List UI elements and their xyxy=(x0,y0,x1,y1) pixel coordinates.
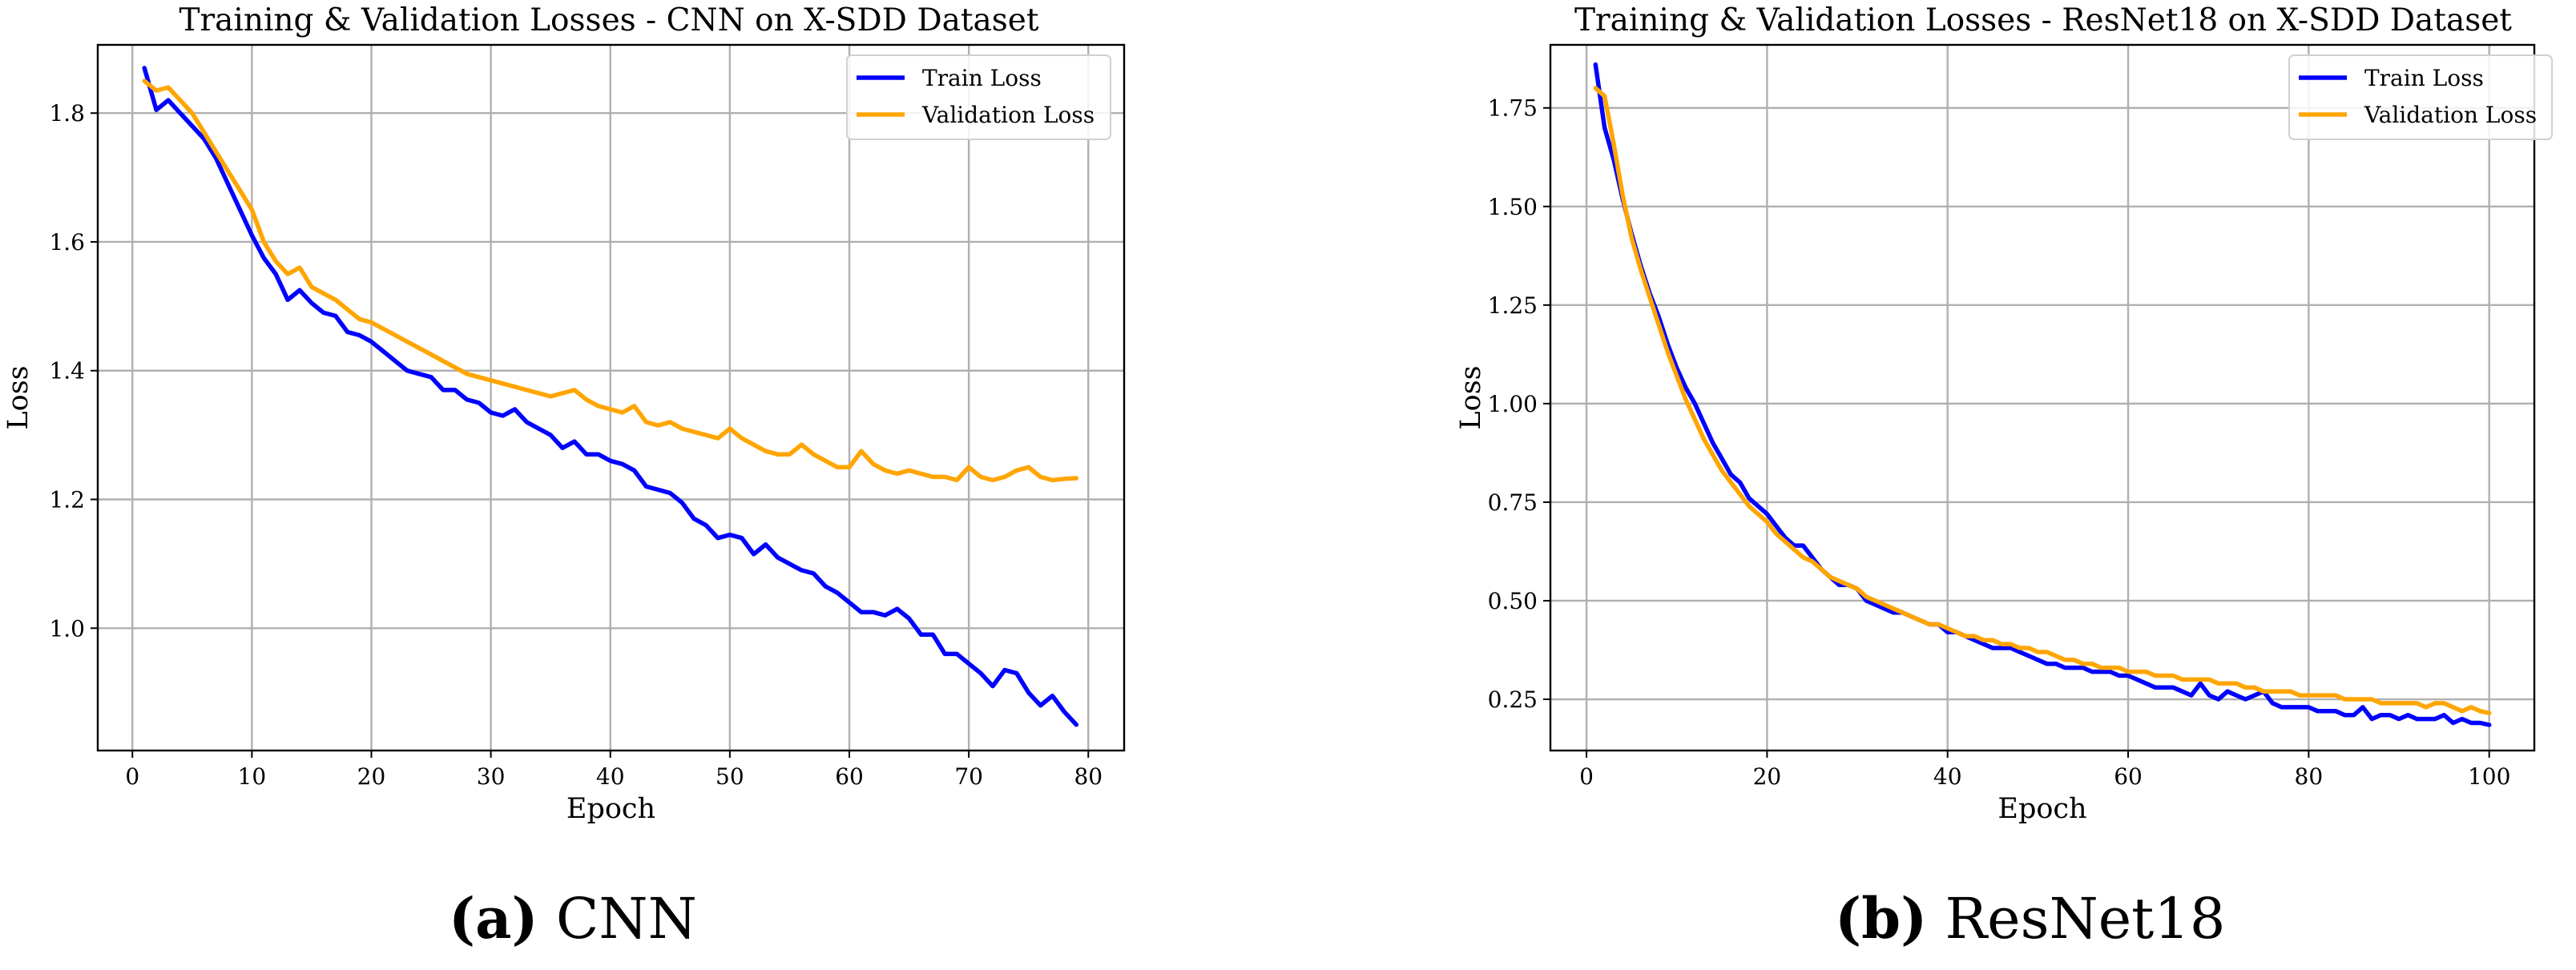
resnet18-y-tick-label: 1.25 xyxy=(1488,292,1538,319)
resnet18-y-tick-label: 1.75 xyxy=(1488,95,1538,122)
cnn-y-tick-label: 1.2 xyxy=(49,487,85,513)
caption-resnet18: (b) ResNet18 xyxy=(1835,885,2225,952)
cnn-chart-title: Training & Validation Losses - CNN on X-… xyxy=(179,2,1038,38)
resnet18-y-axis-label: Loss xyxy=(1455,365,1487,429)
cnn-x-tick-label: 0 xyxy=(125,763,139,790)
resnet18-legend-box xyxy=(2288,54,2553,140)
cnn-x-tick-label: 60 xyxy=(835,763,864,790)
cnn-x-axis-label: Epoch xyxy=(566,793,655,825)
cnn-x-tick-label: 10 xyxy=(238,763,267,790)
resnet18-plot-frame xyxy=(1549,43,2536,752)
caption-resnet18-text: ResNet18 xyxy=(1945,886,2226,952)
resnet18-y-tick-label: 1.00 xyxy=(1488,391,1538,417)
cnn-y-axis-label: Loss xyxy=(2,365,34,429)
caption-cnn-letter: (a) xyxy=(449,885,538,952)
resnet18-legend-label-train-loss: Train Loss xyxy=(2364,65,2484,91)
resnet18-x-tick-label: 40 xyxy=(1933,763,1962,790)
resnet18-series-train-loss-line xyxy=(1593,62,2492,727)
resnet18-x-axis-label: Epoch xyxy=(1998,793,2086,825)
cnn-x-tick-label: 50 xyxy=(716,763,744,790)
cnn-y-tick-label: 1.0 xyxy=(49,615,85,642)
resnet18-legend: Train Loss Validation Loss xyxy=(2288,54,2553,140)
cnn-series-validation-loss-line xyxy=(142,78,1079,483)
caption-resnet18-letter: (b) xyxy=(1835,885,1928,952)
resnet18-x-tick-label: 0 xyxy=(1579,763,1594,790)
resnet18-legend-label-validation-loss: Validation Loss xyxy=(2364,102,2537,128)
cnn-y-tick-label: 1.8 xyxy=(49,100,85,127)
caption-cnn-text: CNN xyxy=(555,886,697,952)
resnet18-x-tick-label: 20 xyxy=(1753,763,1782,790)
cnn-x-tick-label: 30 xyxy=(477,763,506,790)
cnn-y-tick-label: 1.4 xyxy=(49,358,85,384)
cnn-legend-label-train-loss: Train Loss xyxy=(922,65,1042,91)
resnet18-x-tick-label: 60 xyxy=(2114,763,2143,790)
resnet18-x-tick-label: 80 xyxy=(2295,763,2324,790)
resnet18-series-validation-loss-line xyxy=(1593,86,2492,715)
resnet18-y-tick-label: 0.75 xyxy=(1488,489,1538,516)
resnet18-y-tick-label: 0.50 xyxy=(1488,588,1538,614)
cnn-legend-label-validation-loss: Validation Loss xyxy=(921,102,1094,128)
cnn-x-tick-label: 70 xyxy=(954,763,983,790)
resnet18-y-tick-label: 0.25 xyxy=(1488,686,1538,713)
cnn-legend-box xyxy=(846,54,1111,140)
caption-cnn: (a) CNN xyxy=(449,885,697,952)
resnet18-chart-title: Training & Validation Losses - ResNet18 … xyxy=(1574,2,2512,38)
cnn-legend: Train Loss Validation Loss xyxy=(846,54,1111,140)
cnn-series-train-loss-line xyxy=(142,66,1079,727)
cnn-y-tick-label: 1.6 xyxy=(49,229,85,256)
cnn-x-tick-label: 20 xyxy=(357,763,386,790)
resnet18-grid xyxy=(1550,45,2534,751)
cnn-x-tick-label: 40 xyxy=(596,763,625,790)
cnn-x-tick-label: 80 xyxy=(1074,763,1103,790)
resnet18-x-tick-label: 100 xyxy=(2468,763,2510,790)
resnet18-y-tick-label: 1.50 xyxy=(1488,194,1538,220)
